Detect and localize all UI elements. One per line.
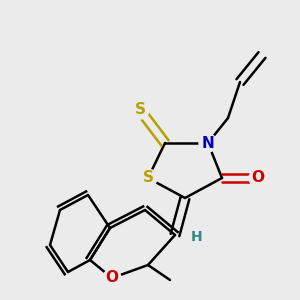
- Text: H: H: [191, 230, 203, 244]
- Circle shape: [249, 169, 267, 187]
- Text: S: S: [134, 103, 146, 118]
- Text: N: N: [202, 136, 214, 151]
- Circle shape: [190, 230, 204, 244]
- Text: O: O: [106, 271, 118, 286]
- Text: O: O: [251, 170, 265, 185]
- Circle shape: [199, 134, 217, 152]
- Circle shape: [131, 101, 149, 119]
- Text: S: S: [142, 170, 154, 185]
- Circle shape: [139, 169, 157, 187]
- Circle shape: [103, 269, 121, 287]
